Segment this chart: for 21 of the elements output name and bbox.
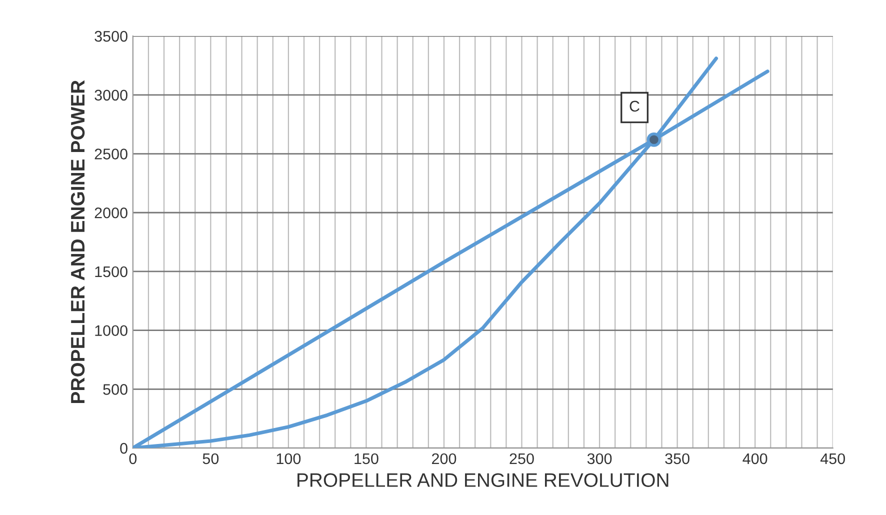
x-tick-label: 0 bbox=[129, 453, 137, 464]
x-tick-label: 150 bbox=[354, 453, 378, 464]
x-tick-label: 350 bbox=[665, 453, 690, 464]
y-tick-label: 3500 bbox=[94, 30, 128, 42]
x-tick-label: 400 bbox=[742, 453, 768, 464]
x-tick-label: 300 bbox=[587, 453, 612, 464]
y-tick-label: 2000 bbox=[94, 207, 128, 218]
x-axis-title: PROPELLER AND ENGINE REVOLUTION bbox=[298, 473, 668, 487]
y-tick-label: 3000 bbox=[94, 90, 128, 101]
y-tick-label: 1000 bbox=[95, 325, 128, 336]
x-tick-label: 50 bbox=[202, 453, 219, 464]
x-tick-label: 200 bbox=[432, 453, 456, 464]
annotation: C bbox=[630, 100, 640, 112]
y-tick-label: 500 bbox=[103, 384, 128, 395]
y-axis-title: PROPELLER AND ENGINE POWER bbox=[70, 80, 85, 403]
y-tick-label: 2500 bbox=[94, 148, 128, 160]
x-tick-label: 250 bbox=[510, 453, 534, 464]
y-tick-label: 0 bbox=[120, 442, 128, 454]
x-tick-label: 100 bbox=[276, 453, 301, 464]
y-tick-label: 1500 bbox=[95, 266, 128, 278]
x-tick-label: 450 bbox=[820, 453, 845, 464]
